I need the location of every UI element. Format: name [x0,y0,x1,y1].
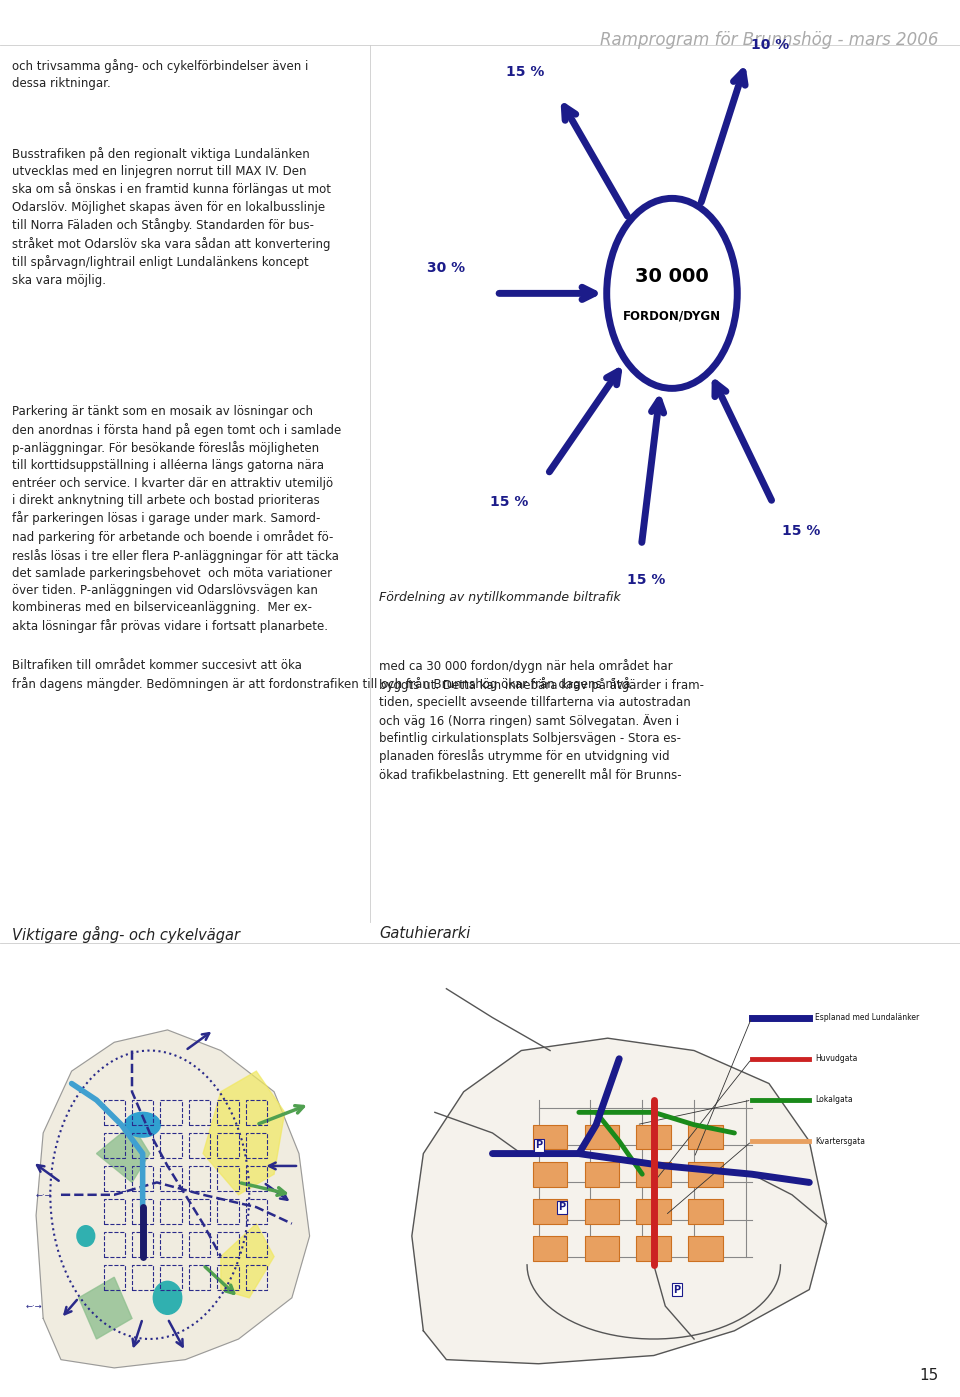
Bar [533,1199,567,1224]
Bar [104,1133,125,1158]
Bar [688,1162,723,1186]
Bar [104,1199,125,1224]
Text: 30 %: 30 % [427,261,466,275]
Bar [585,1162,619,1186]
Bar [246,1264,267,1289]
Bar [688,1125,723,1150]
Bar [217,1232,239,1257]
Text: Huvudgata: Huvudgata [815,1055,857,1063]
Bar [217,1166,239,1190]
Polygon shape [412,1038,827,1363]
Text: FORDON/DYGN: FORDON/DYGN [623,309,721,323]
Bar [132,1232,154,1257]
Ellipse shape [125,1112,160,1137]
Bar [132,1099,154,1125]
Bar [160,1232,181,1257]
Text: Gatuhierarki: Gatuhierarki [379,926,470,942]
Bar [189,1166,210,1190]
Bar [132,1166,154,1190]
Text: 10 %: 10 % [751,38,789,52]
Polygon shape [79,1277,132,1338]
Circle shape [154,1281,181,1315]
Bar [160,1166,181,1190]
Polygon shape [96,1125,150,1182]
Bar [160,1199,181,1224]
Circle shape [77,1225,95,1246]
Bar [246,1199,267,1224]
Text: Busstrafiken på den regionalt viktiga Lundalänken
utvecklas med en linjegren nor: Busstrafiken på den regionalt viktiga Lu… [12,147,331,286]
Bar [533,1162,567,1186]
Text: 15 %: 15 % [782,524,821,538]
Bar [246,1099,267,1125]
Text: P: P [535,1140,542,1150]
Text: P: P [558,1203,565,1213]
Bar [160,1264,181,1289]
Text: ←·→: ←·→ [25,1302,42,1310]
Text: Fördelning av nytillkommande biltrafik: Fördelning av nytillkommande biltrafik [379,591,621,604]
Text: 30 000: 30 000 [636,267,708,286]
Bar [132,1133,154,1158]
Bar [189,1099,210,1125]
Polygon shape [204,1071,285,1194]
Text: ←·→: ←·→ [36,1190,53,1199]
Text: 15 %: 15 % [506,66,544,80]
Bar [585,1125,619,1150]
Bar [585,1236,619,1260]
Bar [246,1232,267,1257]
Bar [160,1133,181,1158]
Text: Biltrafiken till området kommer succesivt att öka
från dagens mängder. Bedömning: Biltrafiken till området kommer succesiv… [12,659,631,692]
Bar [217,1133,239,1158]
Text: P: P [673,1285,681,1295]
Bar [189,1133,210,1158]
Bar [217,1099,239,1125]
Bar [217,1264,239,1289]
Bar [104,1099,125,1125]
Bar [636,1199,671,1224]
Bar [636,1236,671,1260]
Text: 15 %: 15 % [627,573,665,587]
Bar [160,1099,181,1125]
Bar [104,1232,125,1257]
Polygon shape [221,1224,275,1298]
Bar [636,1162,671,1186]
Bar [104,1166,125,1190]
Text: Lokalgata: Lokalgata [815,1095,852,1105]
Text: Esplanad med Lundalänker: Esplanad med Lundalänker [815,1013,920,1023]
Bar [688,1199,723,1224]
Bar [189,1264,210,1289]
Bar [132,1264,154,1289]
Text: och trivsamma gång- och cykelförbindelser även i
dessa riktningar.: och trivsamma gång- och cykelförbindelse… [12,59,309,89]
Bar [132,1199,154,1224]
Text: med ca 30 000 fordon/dygn när hela området har
byggts ut. Detta kan innebära kra: med ca 30 000 fordon/dygn när hela områd… [379,659,705,782]
Text: Kvartersgata: Kvartersgata [815,1137,865,1146]
Bar [217,1199,239,1224]
Text: Ramprogram för Brunnshög - mars 2006: Ramprogram för Brunnshög - mars 2006 [600,31,939,49]
Bar [246,1166,267,1190]
Bar [585,1199,619,1224]
Bar [688,1236,723,1260]
Polygon shape [36,1030,309,1368]
Text: Viktigare gång- och cykelvägar: Viktigare gång- och cykelvägar [12,926,240,943]
Bar [104,1264,125,1289]
Bar [533,1125,567,1150]
Bar [533,1236,567,1260]
Bar [189,1232,210,1257]
Bar [246,1133,267,1158]
Text: 15 %: 15 % [491,495,529,509]
Bar [636,1125,671,1150]
Text: Parkering är tänkt som en mosaik av lösningar och
den anordnas i första hand på : Parkering är tänkt som en mosaik av lösn… [12,405,342,633]
Bar [189,1199,210,1224]
Text: 15: 15 [920,1368,939,1383]
